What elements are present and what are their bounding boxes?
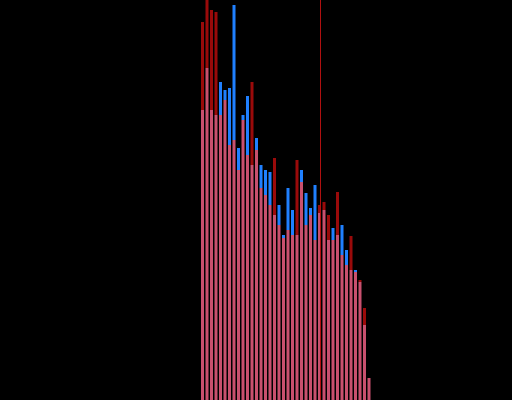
bar-overlap — [327, 240, 330, 400]
bar-overlap — [237, 170, 240, 400]
bar-overlap — [273, 215, 276, 400]
bar-overlap — [259, 188, 263, 400]
bar-overlap — [304, 225, 308, 400]
bar-overlap — [268, 205, 272, 400]
bar-overlap — [295, 235, 299, 400]
bar-overlap — [282, 238, 285, 400]
bar-overlap — [291, 235, 294, 400]
bar-overlap — [232, 140, 236, 400]
bar-overlap — [331, 240, 335, 400]
bar-overlap — [363, 325, 366, 400]
bar-overlap — [318, 213, 321, 400]
bar-overlap — [241, 120, 245, 400]
bar-overlap — [228, 145, 231, 400]
bar-overlap — [264, 195, 267, 400]
bar-overlap — [340, 255, 344, 400]
bar-overlap — [367, 378, 371, 400]
bar-overlap — [201, 110, 204, 400]
bar-overlap — [219, 115, 222, 400]
bar-overlap — [250, 165, 254, 400]
bar-overlap — [336, 235, 339, 400]
bar-overlap — [210, 110, 213, 400]
bar-overlap — [205, 68, 209, 400]
bar-overlap — [255, 150, 258, 400]
bar-overlap — [358, 282, 362, 400]
bar-overlap — [345, 265, 348, 400]
bar-overlap — [214, 115, 218, 400]
bar-overlap — [277, 225, 281, 400]
bars — [201, 0, 371, 400]
bar-overlap — [286, 230, 290, 400]
bar-overlap — [300, 182, 303, 400]
bar-overlap — [246, 155, 249, 400]
bar-overlap — [309, 215, 312, 400]
bar-overlap — [322, 210, 326, 400]
bar-overlap — [354, 272, 357, 400]
bar-overlap — [223, 100, 227, 400]
bar-overlap — [313, 240, 317, 400]
bar-overlap — [349, 270, 353, 400]
